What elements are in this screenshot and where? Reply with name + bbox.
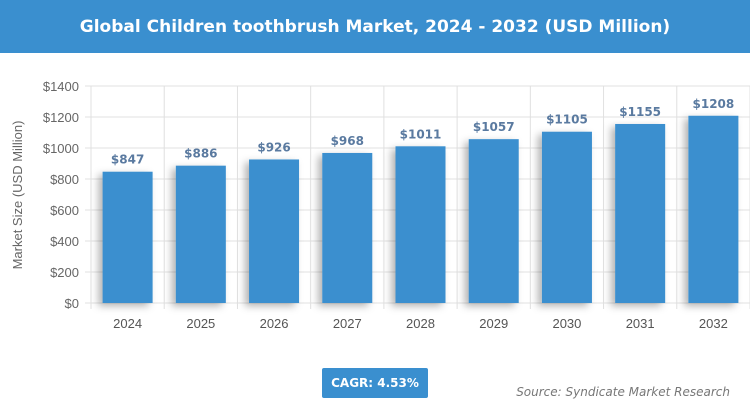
y-tick-label: $400 <box>50 234 79 249</box>
x-tick-label: 2029 <box>479 316 508 331</box>
source-note: Source: Syndicate Market Research <box>516 385 730 399</box>
x-tick-label: 2025 <box>186 316 215 331</box>
bar-2030 <box>541 131 592 303</box>
bar-chart: $0 $200 $400 $600 $800 $1000 $1200 $1400 $847 202… <box>10 79 750 331</box>
bar-2025 <box>175 165 226 303</box>
x-tick-label: 2024 <box>113 316 142 331</box>
y-tick-label: $1400 <box>43 79 79 94</box>
data-label: $1208 <box>693 97 735 111</box>
y-tick-label: $0 <box>65 296 79 311</box>
bar-2032 <box>688 115 739 303</box>
bar-2024 <box>102 171 153 303</box>
data-label: $1155 <box>619 105 661 119</box>
data-label: $886 <box>184 147 217 161</box>
bar-2028 <box>395 146 446 303</box>
data-label: $1057 <box>473 120 515 134</box>
data-label: $1011 <box>400 127 442 141</box>
data-label: $847 <box>111 153 144 167</box>
y-tick-label: $1200 <box>43 110 79 125</box>
chart-title: Global Children toothbrush Market, 2024 … <box>0 0 750 53</box>
bar-2029 <box>468 139 519 303</box>
y-tick-label: $1000 <box>43 141 79 156</box>
y-tick-label: $600 <box>50 203 79 218</box>
x-tick-label: 2032 <box>699 316 728 331</box>
data-label: $1105 <box>546 113 588 127</box>
cagr-badge: CAGR: 4.53% <box>322 368 428 398</box>
x-tick-label: 2030 <box>552 316 581 331</box>
bar-2026 <box>249 159 300 303</box>
x-tick-label: 2026 <box>260 316 289 331</box>
bar-2027 <box>322 152 373 303</box>
bar-2031 <box>615 123 666 303</box>
data-label: $968 <box>331 134 364 148</box>
x-tick-label: 2031 <box>626 316 655 331</box>
x-tick-label: 2028 <box>406 316 435 331</box>
y-tick-label: $200 <box>50 265 79 280</box>
data-label: $926 <box>257 140 290 154</box>
x-tick-label: 2027 <box>333 316 362 331</box>
y-tick-label: $800 <box>50 172 79 187</box>
y-axis-label: Market Size (USD Million) <box>10 121 25 270</box>
